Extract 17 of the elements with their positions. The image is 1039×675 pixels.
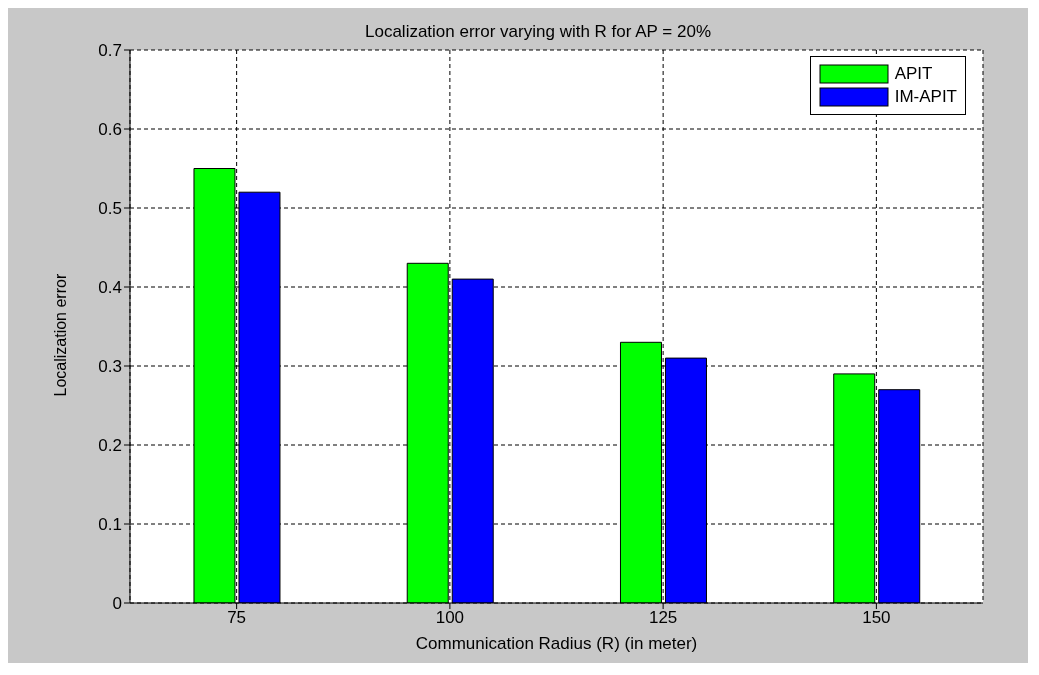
y-axis-title: Localization error: [51, 273, 69, 397]
chart-title: Localization error varying with R for AP = 20%: [364, 22, 712, 42]
x-axis-title: Communication Radius (R) (in meter): [415, 634, 698, 653]
y-tick-label: 0.3: [98, 357, 122, 377]
y-tick-label: 0.5: [98, 199, 122, 219]
x-tick-label: 75: [227, 608, 247, 628]
legend-label: IM-APIT: [894, 87, 957, 107]
y-tick-label: 0.4: [98, 278, 122, 298]
x-tick-label: 150: [862, 608, 891, 628]
y-tick-label: 0.2: [98, 436, 122, 456]
y-tick-label: 0.7: [98, 41, 122, 61]
y-tick-label: 0.1: [98, 515, 122, 535]
x-tick-label: 125: [648, 608, 678, 628]
y-tick-label: 0.6: [98, 120, 122, 140]
y-tick-label: 0: [112, 594, 122, 614]
x-tick-label: 100: [435, 608, 465, 628]
legend-label: APIT: [894, 64, 933, 84]
